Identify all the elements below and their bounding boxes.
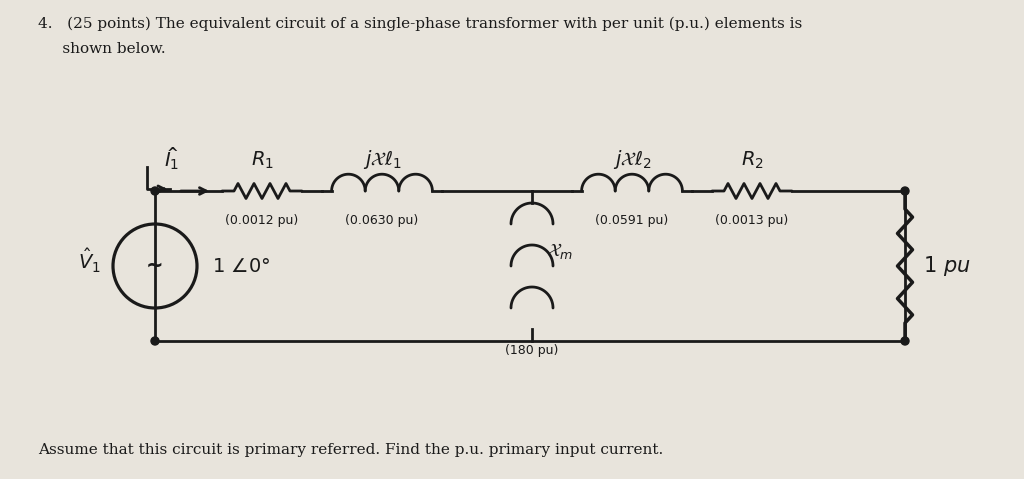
Circle shape (901, 337, 909, 345)
Text: 4.   (25 points) The equivalent circuit of a single-phase transformer with per u: 4. (25 points) The equivalent circuit of… (38, 17, 802, 32)
Text: $j\mathcal{X}\ell_1$: $j\mathcal{X}\ell_1$ (362, 148, 401, 171)
Text: shown below.: shown below. (38, 42, 166, 56)
Text: $I_1$: $I_1$ (165, 151, 179, 172)
Text: (0.0013 pu): (0.0013 pu) (716, 214, 788, 227)
Text: (0.0012 pu): (0.0012 pu) (225, 214, 299, 227)
Text: $\mathcal{X}_m$: $\mathcal{X}_m$ (547, 241, 573, 261)
Text: (180 pu): (180 pu) (505, 344, 559, 357)
Text: $R_1$: $R_1$ (251, 150, 273, 171)
Text: $j\mathcal{X}\ell_2$: $j\mathcal{X}\ell_2$ (612, 148, 651, 171)
Circle shape (151, 187, 159, 195)
Text: ~: ~ (146, 256, 164, 276)
Text: $1\ \angle 0°$: $1\ \angle 0°$ (212, 256, 270, 275)
Circle shape (151, 337, 159, 345)
Text: $\hat{V}_1$: $\hat{V}_1$ (78, 247, 101, 275)
Text: ^: ^ (166, 147, 178, 161)
Text: (0.0591 pu): (0.0591 pu) (595, 214, 669, 227)
Text: Assume that this circuit is primary referred. Find the p.u. primary input curren: Assume that this circuit is primary refe… (38, 443, 664, 457)
Text: $1\ pu$: $1\ pu$ (923, 254, 971, 278)
Text: $R_2$: $R_2$ (740, 150, 764, 171)
Text: (0.0630 pu): (0.0630 pu) (345, 214, 419, 227)
Circle shape (901, 187, 909, 195)
